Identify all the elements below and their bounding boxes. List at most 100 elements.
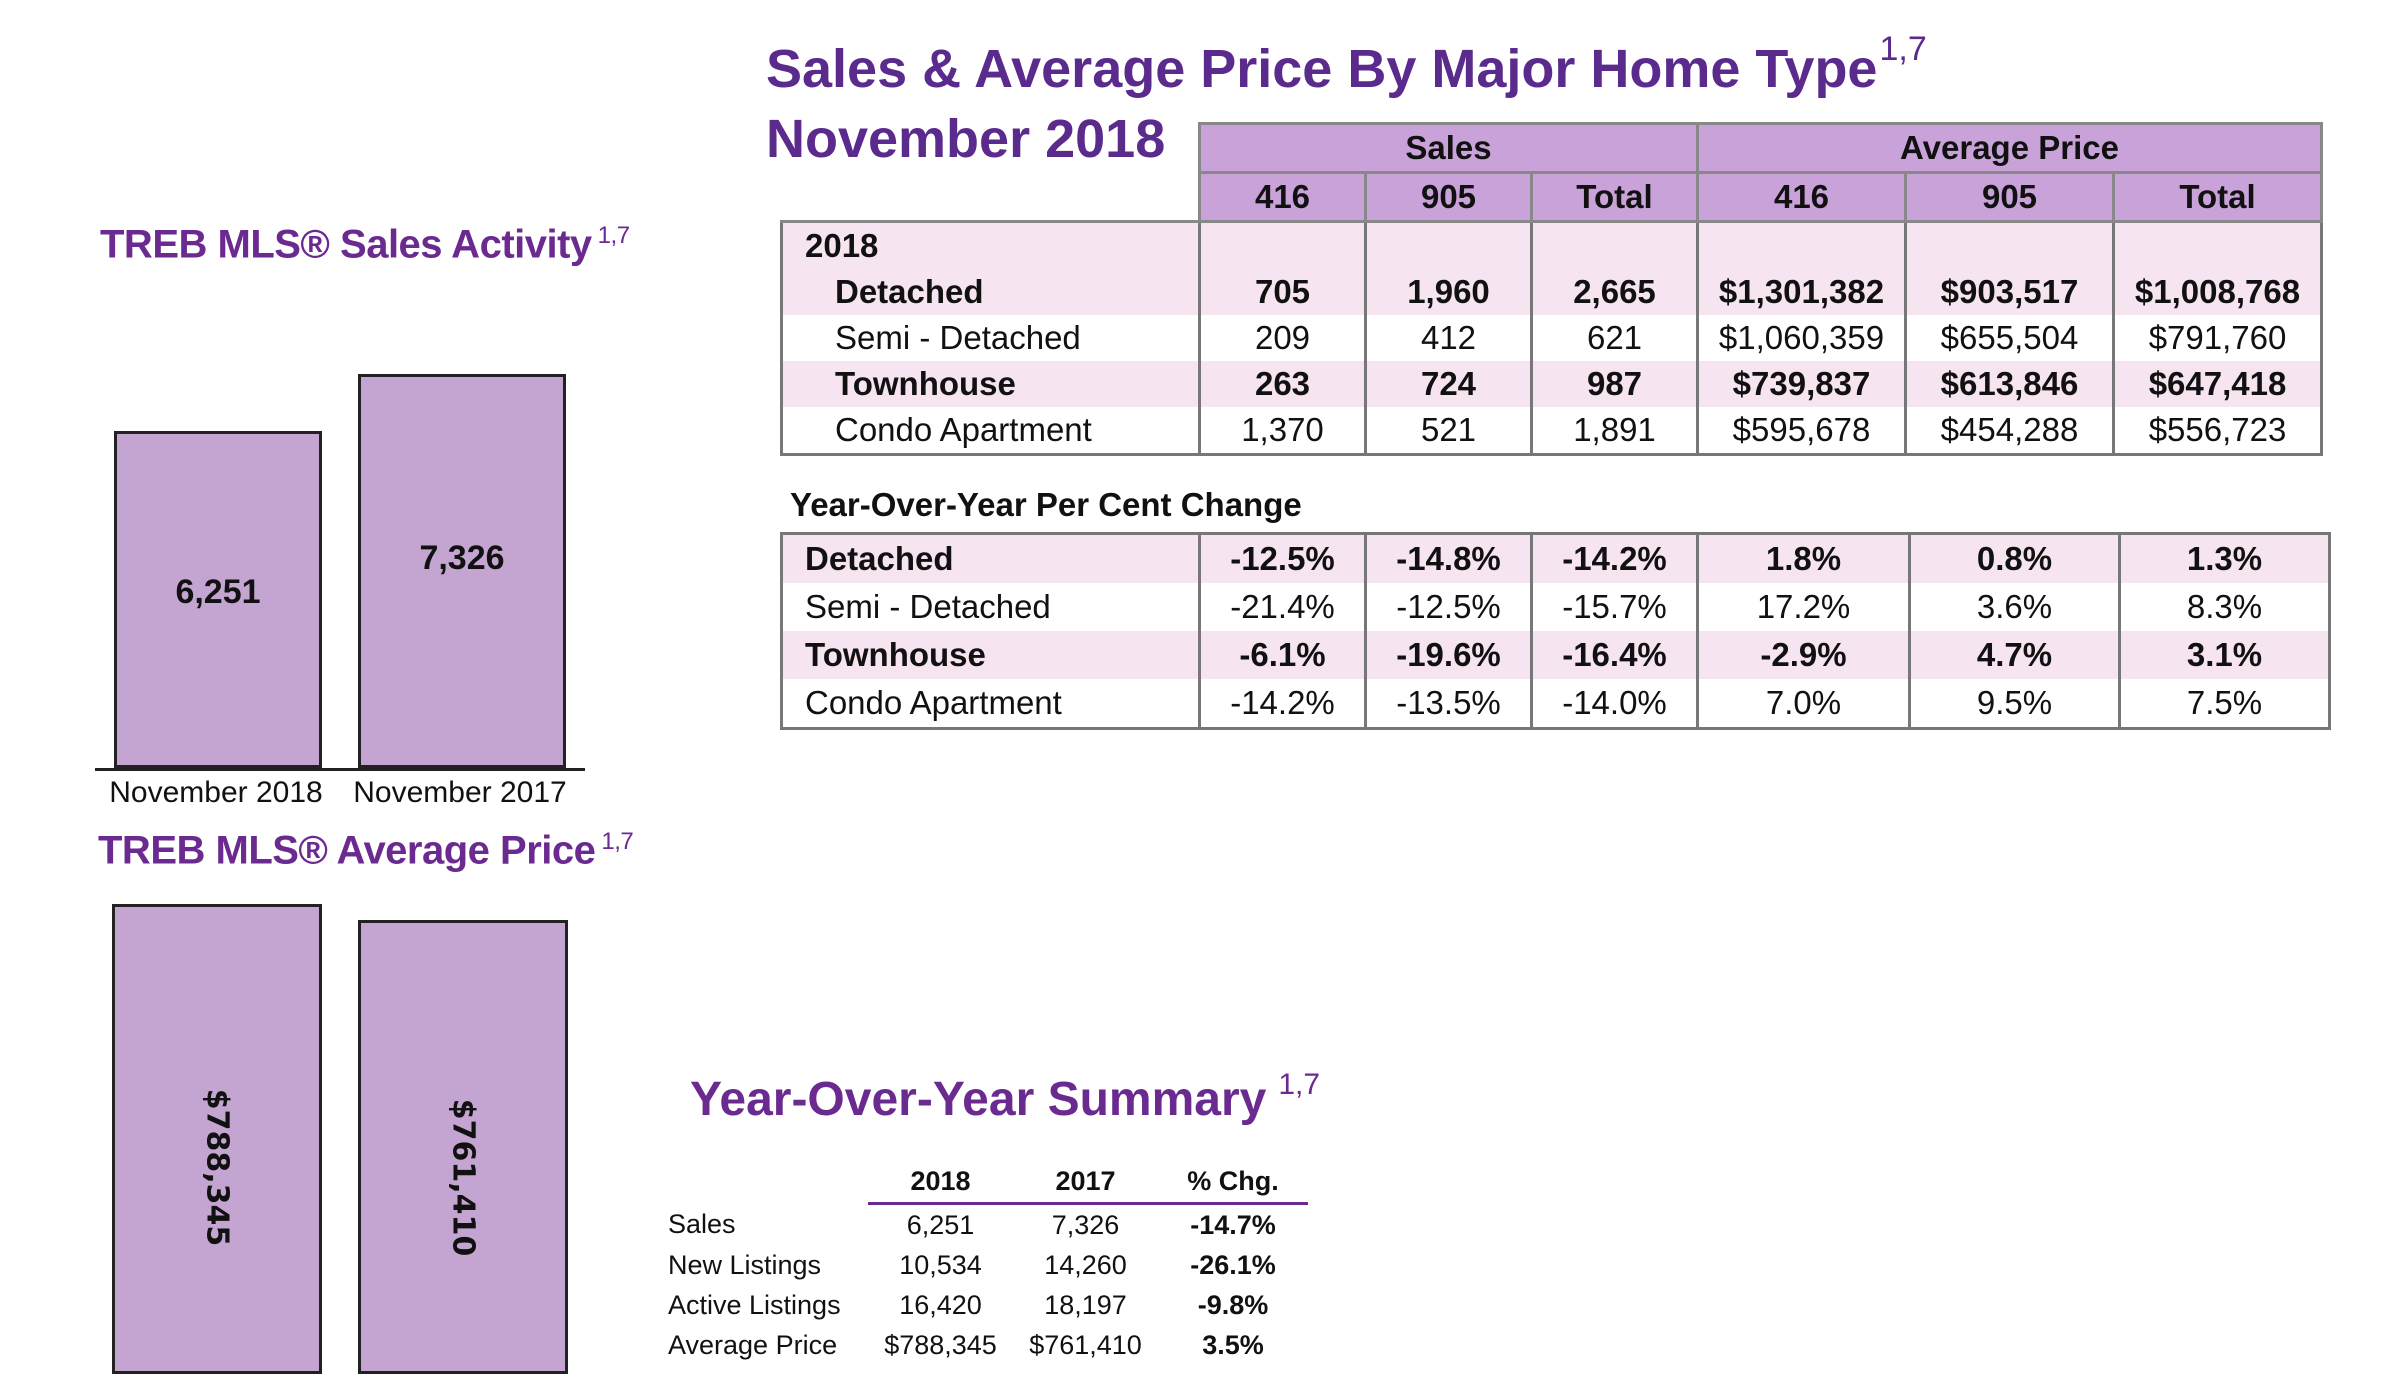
table-cell: 7.5% [2118,679,2331,730]
table-cell: 10,534 [899,1249,982,1280]
table-cell: 14,260 [1044,1249,1127,1280]
header-sales: Sales [1198,122,1699,174]
subheader-sales-total: Total [1530,171,1699,223]
table-cell: $791,760 [2111,315,2324,361]
table-row: Semi - Detached -21.4% -12.5% -15.7% 17.… [780,583,2331,631]
summary-header-empty [668,1160,868,1204]
summary-header-2018: 2018 [868,1160,1013,1205]
sales-activity-title: TREB MLS® Sales Activity 1,7 [100,222,630,267]
average-price-chart: $788,345 $761,410 [90,900,590,1374]
table-cell: 7,326 [1051,1209,1120,1240]
row-label: Townhouse [780,361,1200,407]
table-cell [1364,221,1532,269]
table-cell: 1,891 [1530,407,1698,456]
main-title-text: Sales & Average Price By Major Home Type [766,39,1878,99]
header-average-price: Average Price [1695,122,2324,174]
table-cell: 1.8% [1696,533,1910,583]
summary-row-label: New Listings [668,1249,822,1280]
summary-header-pct-chg: % Chg. [1158,1160,1308,1205]
table-cell: -14.0% [1530,679,1698,730]
table-cell: $454,288 [1904,407,2114,456]
table-cell [1530,221,1698,269]
subheader-price-total: Total [2111,171,2324,223]
sales-bar-2018 [114,431,322,768]
table-cell: $788,345 [884,1329,997,1360]
sales-price-table: Sales Average Price 416 905 Total 416 90… [780,122,2324,456]
price-bar-label-2018: $788,345 [199,1088,235,1247]
average-price-title-text: TREB MLS® Average Price [98,828,596,873]
table-cell: 263 [1198,361,1366,407]
summary-row-label: Average Price [668,1329,838,1360]
table-cell: 4.7% [1908,631,2120,679]
table-cell: -2.9% [1696,631,1910,679]
table-cell: -14.8% [1364,533,1532,583]
yoy-change-table: Detached -12.5% -14.8% -14.2% 1.8% 0.8% … [780,532,2331,730]
table-cell: -14.2% [1198,679,1366,730]
summary-title: Year-Over-Year Summary 1,7 [690,1068,1320,1127]
table-cell: -14.7% [1190,1209,1276,1240]
table-row: Active Listings 16,420 18,197 -9.8% [668,1285,1308,1325]
table-cell: -9.8% [1197,1289,1269,1320]
table-row: Townhouse 263 724 987 $739,837 $613,846 … [780,361,2324,407]
table-cell: 987 [1530,361,1698,407]
table-cell: 3.6% [1908,583,2120,631]
table-row: Semi - Detached 209 412 621 $1,060,359 $… [780,315,2324,361]
row-label: Townhouse [780,631,1200,679]
table-cell: -14.2% [1530,533,1698,583]
sales-bar-label-2018: 6,251 [175,572,261,611]
subheader-price-416: 416 [1696,171,1907,223]
table-cell: 1,960 [1364,269,1532,315]
row-label: Semi - Detached [780,315,1200,361]
price-bar-label-2017: $761,410 [445,1098,481,1257]
table-cell: 412 [1364,315,1532,361]
main-title-sup: 1,7 [1879,30,1927,68]
row-label: Condo Apartment [780,407,1200,456]
table-cell: 521 [1364,407,1532,456]
table-cell [1904,221,2114,269]
table-cell: $761,410 [1029,1329,1142,1360]
main-title-line2: November 2018 [766,109,1166,169]
table-cell: -6.1% [1198,631,1366,679]
table-cell: 724 [1364,361,1532,407]
summary-table: 2018 2017 % Chg. Sales 6,251 7,326 -14.7… [668,1160,1308,1365]
table-cell: -15.7% [1530,583,1698,631]
table-cell: 9.5% [1908,679,2120,730]
table-cell: $647,418 [2111,361,2324,407]
sales-activity-title-sup: 1,7 [597,222,630,249]
table-cell: 209 [1198,315,1366,361]
row-label: Detached [780,533,1200,583]
table-cell: $1,060,359 [1696,315,1906,361]
table-cell: $739,837 [1696,361,1906,407]
table-cell: $1,008,768 [2111,269,2324,315]
table-row: Detached 705 1,960 2,665 $1,301,382 $903… [780,269,2324,315]
yoy-change-title: Year-Over-Year Per Cent Change [790,486,1302,523]
main-title-line1: Sales & Average Price By Major Home Type… [766,30,1927,100]
subheader-price-905: 905 [1904,171,2115,223]
table-cell [2111,221,2324,269]
summary-title-text: Year-Over-Year Summary [690,1073,1267,1126]
row-label: Condo Apartment [780,679,1200,730]
table-cell: -12.5% [1198,533,1366,583]
table-row: Condo Apartment -14.2% -13.5% -14.0% 7.0… [780,679,2331,730]
price-bar-2017 [358,920,568,1374]
table-cell: 16,420 [899,1289,982,1320]
table-cell: 17.2% [1696,583,1910,631]
table-cell: 18,197 [1044,1289,1127,1320]
table-cell: 1,370 [1198,407,1366,456]
table-cell: $1,301,382 [1696,269,1906,315]
table-cell: -21.4% [1198,583,1366,631]
table-row: Condo Apartment 1,370 521 1,891 $595,678… [780,407,2324,456]
table-cell: 0.8% [1908,533,2120,583]
summary-row-label: Sales [668,1208,736,1239]
summary-row-label: Active Listings [668,1289,841,1320]
year-label: 2018 [780,221,1200,269]
table-row: New Listings 10,534 14,260 -26.1% [668,1245,1308,1285]
table-cell: $655,504 [1904,315,2114,361]
table-row: Detached -12.5% -14.8% -14.2% 1.8% 0.8% … [780,533,2331,583]
sales-activity-title-text: TREB MLS® Sales Activity [100,222,592,267]
average-price-title: TREB MLS® Average Price 1,7 [98,828,634,873]
table-cell: 1.3% [2118,533,2331,583]
summary-title-sup: 1,7 [1278,1068,1321,1101]
table-cell: 705 [1198,269,1366,315]
average-price-title-sup: 1,7 [601,828,634,855]
